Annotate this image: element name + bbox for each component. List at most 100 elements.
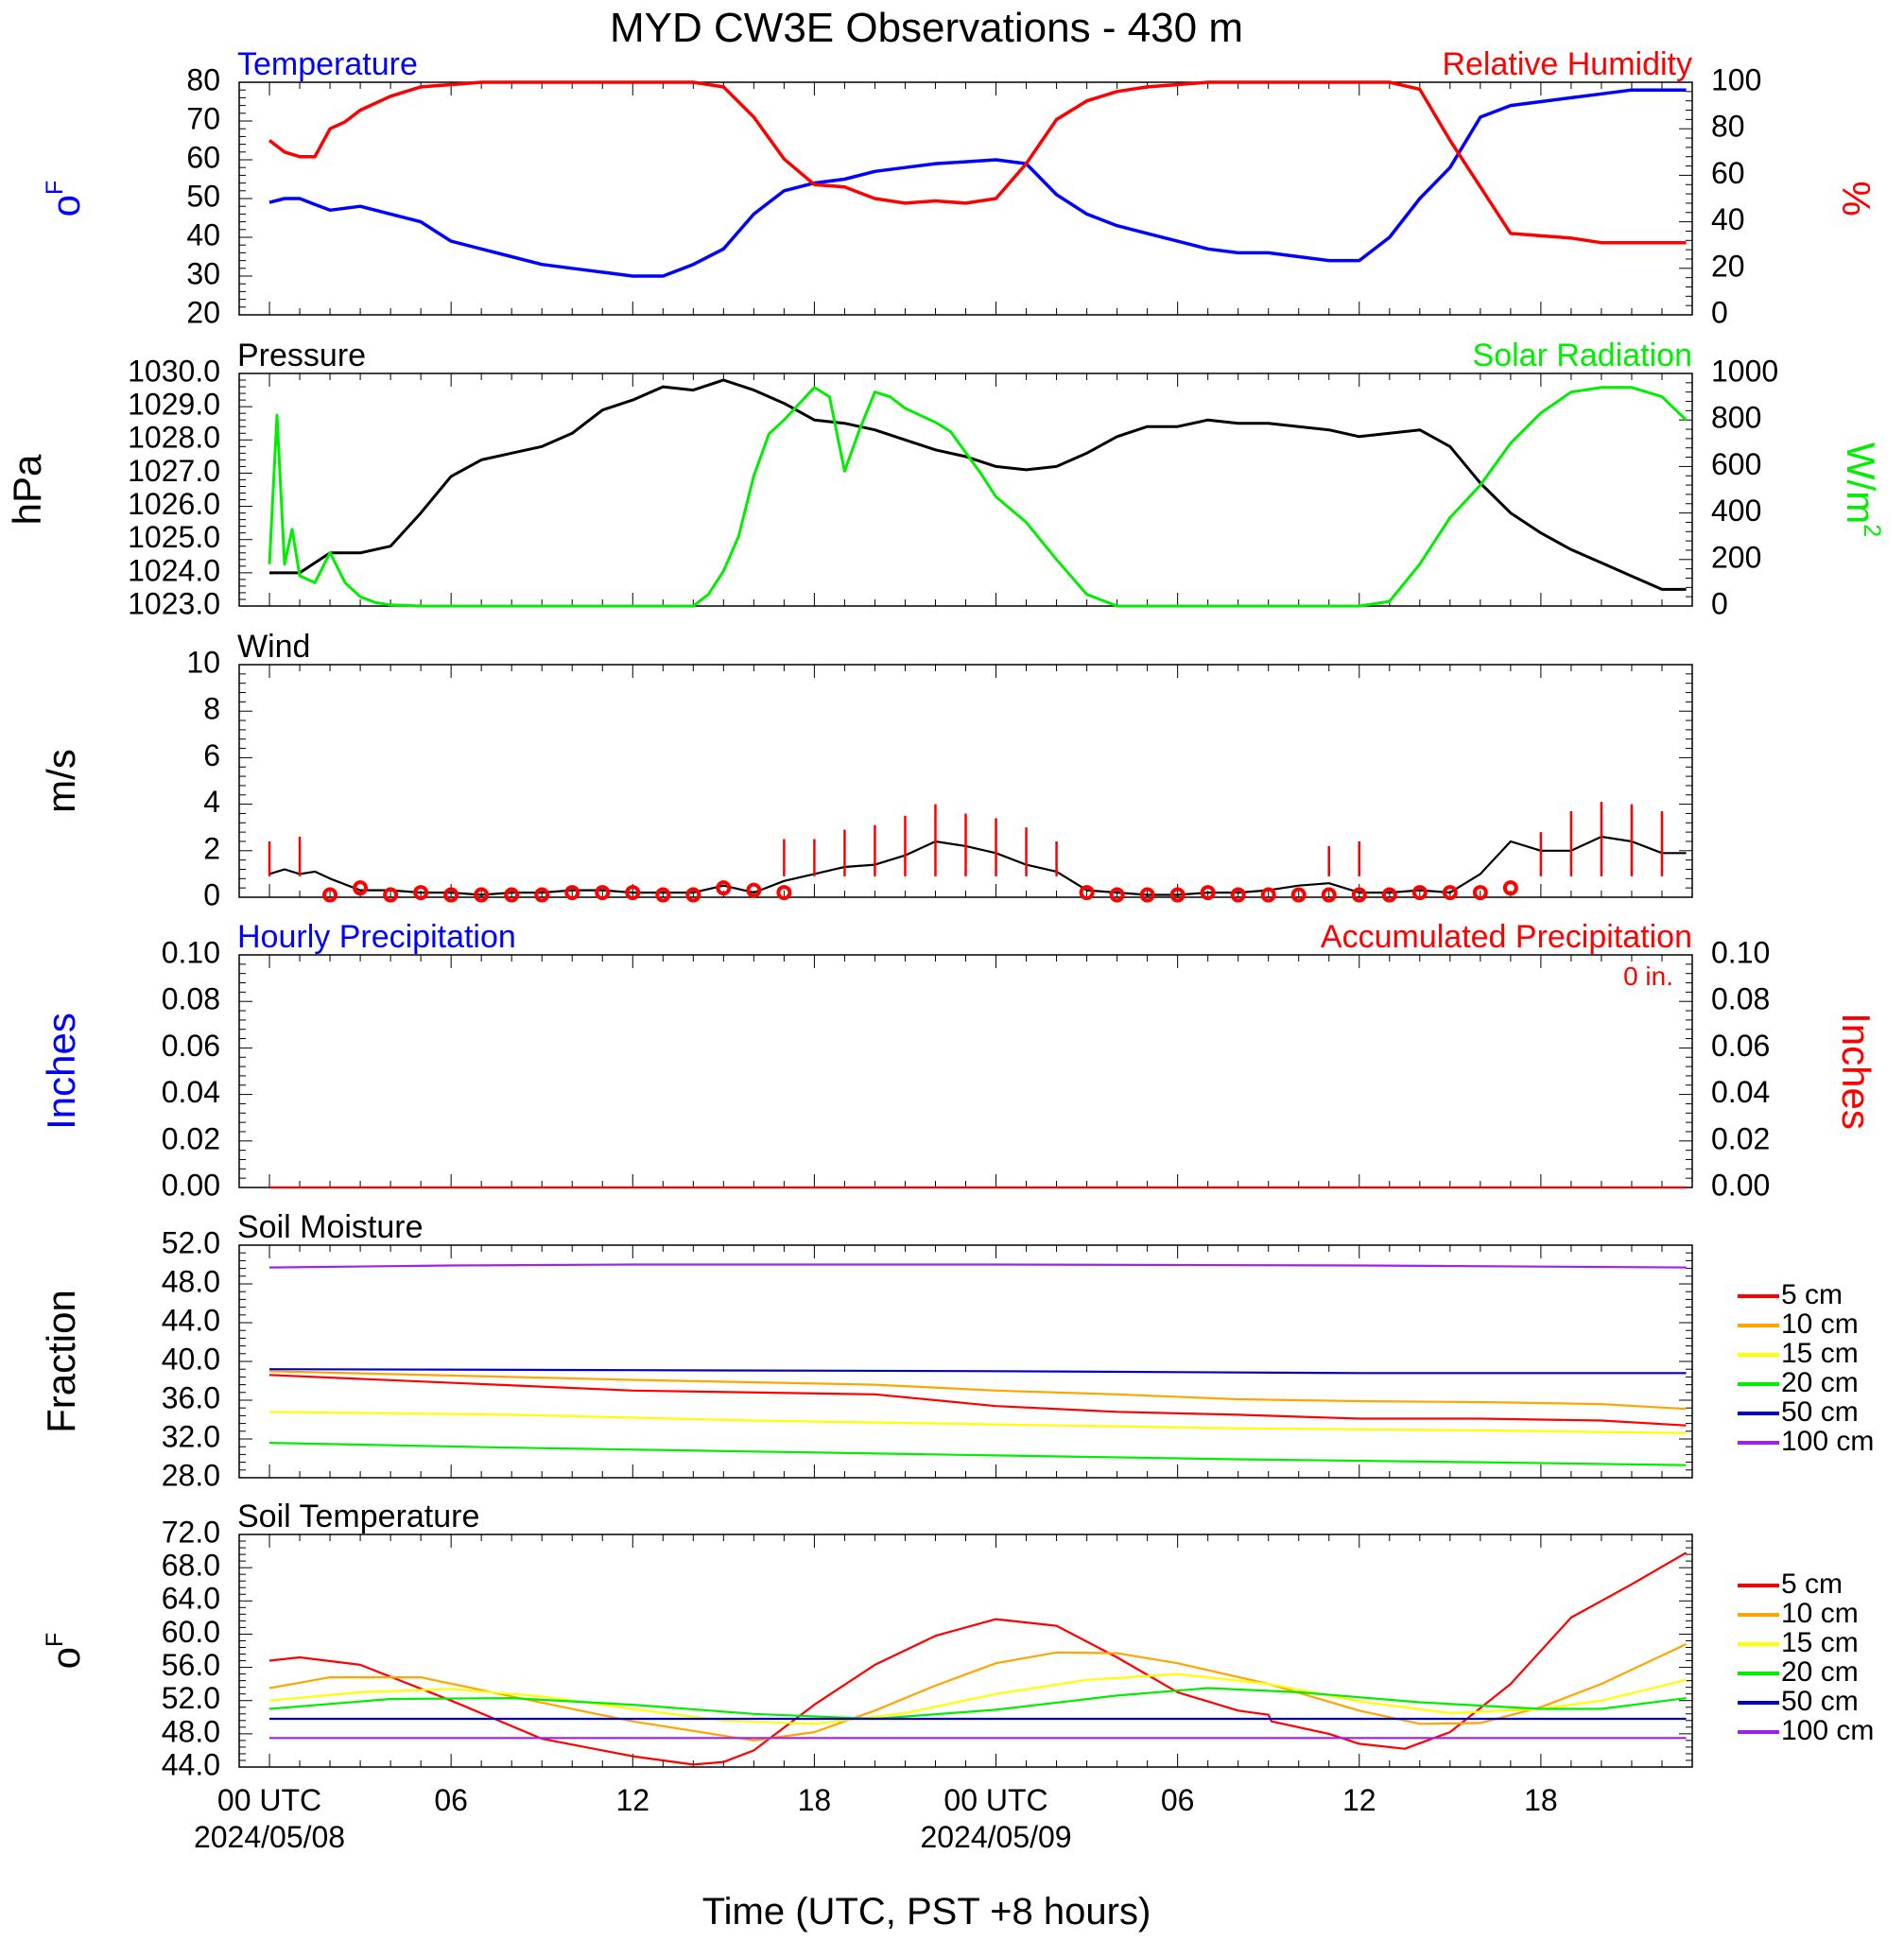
x-tick-date-label: 2024/05/09 xyxy=(920,1820,1071,1854)
legend-label: 50 cm xyxy=(1781,1396,1859,1428)
x-tick-label: 18 xyxy=(1524,1783,1558,1817)
y-tick-label-left: 0.10 xyxy=(162,935,220,969)
y-tick-label-left: 0.00 xyxy=(162,1168,220,1202)
calm-wind-marker xyxy=(1200,885,1216,901)
y-tick-label-right: 1000 xyxy=(1711,354,1778,388)
y-tick-label-left: 50 xyxy=(186,179,220,213)
y-tick-label-left: 48.0 xyxy=(162,1714,220,1748)
y-tick-label-left: 60.0 xyxy=(162,1615,220,1649)
precip-total-annotation: 0 in. xyxy=(1623,962,1673,991)
panel-left-title: Temperature xyxy=(237,46,418,82)
y-axis-label-right: Inches xyxy=(1834,1013,1878,1130)
y-tick-label-left: 1027.0 xyxy=(128,454,220,488)
calm-wind-marker xyxy=(1169,887,1186,903)
calm-wind-marker xyxy=(1411,885,1428,901)
series-line-10-cm xyxy=(268,1643,1688,1742)
legend-label: 100 cm xyxy=(1781,1715,1874,1746)
legend-label: 15 cm xyxy=(1781,1627,1859,1658)
y-tick-label-left: 44.0 xyxy=(162,1747,220,1781)
y-axis-label-left: m/s xyxy=(39,749,83,813)
y-tick-label-left: 20 xyxy=(186,295,220,329)
panel-right-title: Accumulated Precipitation xyxy=(1321,919,1692,955)
y-tick-label-left: 1023.0 xyxy=(128,586,220,620)
y-tick-label-right: 200 xyxy=(1711,540,1761,574)
y-tick-label-left: 44.0 xyxy=(162,1303,220,1337)
calm-wind-marker xyxy=(1351,887,1367,903)
legend-label: 5 cm xyxy=(1781,1279,1843,1310)
y-tick-label-left: 52.0 xyxy=(162,1225,220,1259)
y-tick-label-right: 100 xyxy=(1711,62,1761,96)
y-tick-label-right: 0.06 xyxy=(1711,1029,1770,1063)
y-axis-label-left: Fraction xyxy=(39,1290,83,1433)
y-tick-label-left: 70 xyxy=(186,101,220,135)
series-line-relative-humidity xyxy=(268,80,1687,245)
calm-wind-marker xyxy=(504,887,520,903)
y-tick-label-left: 1028.0 xyxy=(128,421,220,455)
y-tick-label-left: 0.04 xyxy=(162,1075,220,1109)
y-tick-label-left: 10 xyxy=(186,645,220,679)
y-tick-label-left: 4 xyxy=(203,785,220,819)
x-tick-label: 06 xyxy=(434,1783,468,1817)
calm-wind-marker xyxy=(443,887,459,903)
legend-label: 20 cm xyxy=(1781,1367,1859,1398)
y-tick-label-left: 40.0 xyxy=(162,1342,220,1376)
panel-right-title: Solar Radiation xyxy=(1473,338,1692,373)
panel-soil-moisture: 28.0 32.0 36.0 40.0 44.0 48.0 52.0 Soil Moistur… xyxy=(162,1209,1875,1492)
series-line-100-cm xyxy=(268,1263,1687,1269)
series-line-solar-radiation xyxy=(268,386,1688,608)
calm-wind-marker xyxy=(655,887,671,903)
y-tick-label-left: 8 xyxy=(203,692,220,726)
y-tick-label-right: 40 xyxy=(1711,202,1745,236)
x-tick-label: 12 xyxy=(615,1783,649,1817)
calm-wind-marker xyxy=(1472,885,1488,901)
y-axis-label-right: W/m2 xyxy=(1839,442,1885,537)
legend-label: 5 cm xyxy=(1781,1568,1843,1600)
y-tick-label-left: 48.0 xyxy=(162,1264,220,1298)
y-tick-label-left: 2 xyxy=(203,831,220,865)
panel-wind: 0 2 4 6 8 10 Wind xyxy=(186,629,1693,911)
y-tick-label-right: 800 xyxy=(1711,401,1761,435)
panel-frame xyxy=(238,954,1693,1188)
calm-wind-marker xyxy=(1230,887,1246,903)
calm-wind-marker xyxy=(534,887,550,903)
chart-title: MYD CW3E Observations - 430 m xyxy=(610,5,1243,51)
panel-precipitation: 0.00 0.02 0.04 0.06 0.08 0.10 0.00 0.02 0.04 0.06… xyxy=(162,919,1771,1202)
y-tick-label-left: 1025.0 xyxy=(128,520,220,554)
y-tick-label-right: 0.02 xyxy=(1711,1121,1770,1155)
y-tick-label-right: 0 xyxy=(1711,586,1728,620)
x-tick-label: 18 xyxy=(798,1783,832,1817)
y-tick-label-left: 72.0 xyxy=(162,1515,220,1549)
legend-label: 10 cm xyxy=(1781,1308,1859,1340)
series-line-15-cm xyxy=(268,1672,1687,1725)
series-line-20-cm xyxy=(268,1442,1687,1466)
series-line-10-cm xyxy=(268,1370,1687,1411)
y-tick-label-left: 36.0 xyxy=(162,1380,220,1414)
y-tick-label-right: 400 xyxy=(1711,494,1761,528)
x-tick-label: 00 UTC xyxy=(217,1783,321,1817)
legend-label: 10 cm xyxy=(1781,1598,1859,1629)
panel-left-title: Soil Temperature xyxy=(237,1499,479,1534)
panel-left-title: Pressure xyxy=(237,338,366,373)
y-tick-label-left: 0.08 xyxy=(162,982,220,1016)
series-line-50-cm xyxy=(268,1368,1687,1375)
y-tick-label-right: 20 xyxy=(1711,249,1745,283)
calm-wind-marker xyxy=(1109,887,1125,903)
x-tick-date-label: 2024/05/08 xyxy=(194,1820,345,1854)
panel-left-title: Soil Moisture xyxy=(237,1209,424,1245)
y-tick-label-left: 6 xyxy=(203,738,220,772)
calm-wind-marker xyxy=(474,887,490,903)
y-tick-label-left: 60 xyxy=(186,140,220,174)
calm-wind-marker xyxy=(776,885,792,901)
x-axis-label: Time (UTC, PST +8 hours) xyxy=(702,1891,1151,1932)
y-tick-label-right: 0.04 xyxy=(1711,1075,1770,1109)
y-axis-label-right: % xyxy=(1834,181,1878,216)
calm-wind-marker xyxy=(1381,887,1397,903)
calm-wind-marker xyxy=(1079,885,1095,901)
calm-wind-marker xyxy=(595,885,611,901)
y-axis-label-left: hPa xyxy=(5,454,49,525)
calm-wind-marker xyxy=(1260,887,1276,903)
